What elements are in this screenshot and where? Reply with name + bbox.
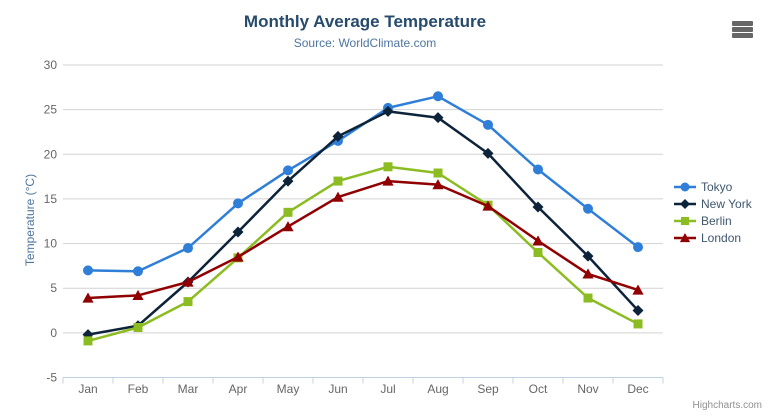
legend-item-berlin[interactable]: Berlin: [674, 212, 752, 229]
x-axis-label: Oct: [529, 382, 548, 396]
series-london[interactable]: [82, 175, 644, 303]
data-point[interactable]: [583, 293, 593, 303]
data-point[interactable]: [333, 176, 343, 186]
x-axis-label: Apr: [229, 382, 248, 396]
data-point[interactable]: [232, 251, 244, 262]
data-point[interactable]: [582, 268, 594, 279]
data-point[interactable]: [283, 165, 293, 176]
data-point[interactable]: [582, 250, 594, 262]
series-berlin[interactable]: [83, 162, 643, 346]
data-point[interactable]: [482, 200, 494, 211]
legend-item-tokyo[interactable]: Tokyo: [674, 178, 752, 195]
chart-title: Monthly Average Temperature: [243, 12, 487, 31]
data-point[interactable]: [282, 175, 294, 187]
data-point: [680, 216, 690, 225]
legend-marker-diamond: [674, 198, 696, 209]
data-point[interactable]: [633, 242, 643, 253]
data-point[interactable]: [82, 292, 94, 303]
data-point[interactable]: [183, 243, 193, 254]
x-axis-label: Sep: [477, 382, 499, 396]
data-point[interactable]: [532, 201, 544, 213]
y-axis-label: 15: [44, 192, 58, 206]
data-point[interactable]: [382, 105, 394, 117]
data-point[interactable]: [632, 284, 644, 295]
legend-label: Tokyo: [701, 179, 733, 194]
legend-item-london[interactable]: London: [674, 229, 752, 246]
credits-link[interactable]: Highcharts.com: [692, 400, 762, 411]
series-line[interactable]: [86, 179, 640, 300]
y-axis-title: Temperature (°C): [23, 173, 37, 267]
data-point: [679, 232, 691, 242]
data-point[interactable]: [283, 207, 293, 217]
data-point[interactable]: [182, 276, 194, 287]
legend-marker-triangle: [674, 232, 696, 242]
data-point[interactable]: [133, 266, 143, 277]
x-axis-label: Jun: [328, 382, 347, 396]
y-axis-label: 10: [44, 237, 58, 251]
data-point[interactable]: [583, 203, 593, 214]
data-point[interactable]: [332, 191, 344, 202]
data-point[interactable]: [83, 265, 93, 276]
data-point[interactable]: [83, 336, 93, 346]
data-point[interactable]: [232, 226, 244, 238]
legend-item-new-york[interactable]: New York: [674, 195, 752, 212]
legend-label: London: [701, 230, 742, 245]
hamburger-icon: [732, 21, 754, 38]
data-point[interactable]: [433, 168, 443, 178]
data-point[interactable]: [483, 119, 493, 130]
series-line[interactable]: [86, 110, 640, 336]
data-point[interactable]: [282, 221, 294, 232]
x-axis-label: Aug: [427, 382, 448, 396]
x-axis-label: Dec: [627, 382, 648, 396]
y-axis-label: -5: [46, 371, 57, 385]
data-point[interactable]: [633, 319, 643, 329]
series-new-york[interactable]: [82, 105, 644, 341]
y-axis-label: 5: [50, 281, 57, 295]
y-axis-label: 20: [44, 147, 58, 161]
y-axis-label: 0: [50, 326, 57, 340]
x-axis-label: Feb: [128, 382, 149, 396]
y-axis-label: 25: [44, 103, 58, 117]
data-point[interactable]: [632, 305, 644, 317]
series-line[interactable]: [86, 165, 640, 343]
data-point[interactable]: [332, 130, 344, 142]
context-menu-button[interactable]: [731, 20, 755, 40]
data-point[interactable]: [432, 179, 444, 190]
data-point[interactable]: [532, 235, 544, 246]
y-axis-label: 30: [44, 58, 58, 72]
hamburger-bar: [732, 21, 753, 26]
x-axis-label: Nov: [577, 382, 598, 396]
data-point[interactable]: [533, 248, 543, 257]
data-point[interactable]: [383, 162, 393, 172]
legend-label: Berlin: [701, 213, 732, 228]
x-axis-label: Jul: [380, 382, 395, 396]
data-point[interactable]: [183, 297, 193, 307]
x-axis-label: May: [277, 382, 300, 396]
data-point[interactable]: [433, 91, 443, 102]
hamburger-bar: [732, 33, 753, 38]
data-point[interactable]: [533, 164, 543, 175]
legend: Tokyo New York Berlin London: [674, 178, 752, 246]
x-axis-label: Mar: [178, 382, 199, 396]
hamburger-bar: [732, 27, 753, 32]
x-axis-label: Jan: [78, 382, 97, 396]
data-point: [680, 198, 690, 209]
data-point[interactable]: [132, 289, 144, 300]
data-point[interactable]: [432, 112, 444, 124]
data-point: [680, 182, 690, 191]
legend-marker-circle: [674, 182, 696, 191]
legend-marker-square: [674, 216, 696, 225]
data-point[interactable]: [482, 147, 494, 159]
data-point[interactable]: [133, 323, 143, 332]
legend-label: New York: [701, 196, 752, 211]
data-point[interactable]: [233, 198, 243, 209]
chart-subtitle: Source: WorldClimate.com: [293, 36, 437, 50]
data-point[interactable]: [382, 175, 394, 186]
series-tokyo[interactable]: [83, 91, 643, 277]
